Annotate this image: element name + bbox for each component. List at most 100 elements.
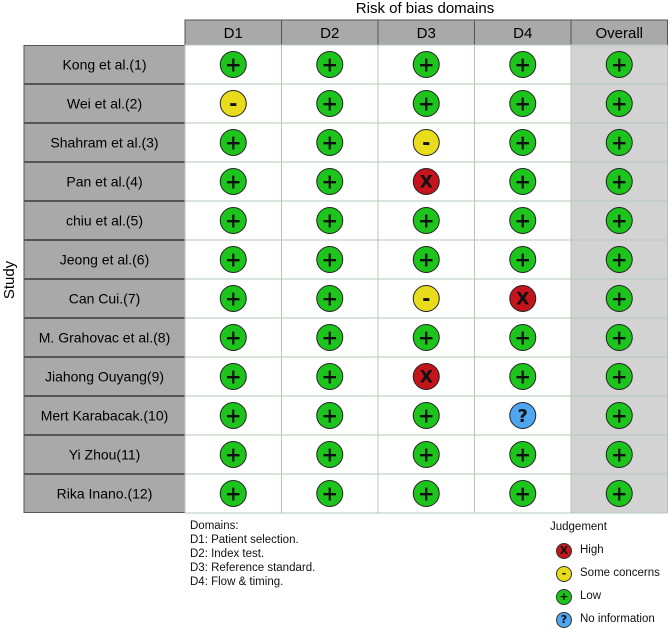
column-header-cell (474, 19, 572, 46)
judgement-symbol: + (418, 404, 435, 428)
some-concerns-icon: - (556, 566, 572, 582)
low-judgement-icon (605, 90, 633, 117)
study-label: Kong et al.(1) (62, 57, 146, 73)
judgement-symbol: - (422, 131, 430, 155)
y-axis-label: Study (1, 260, 18, 299)
some-concerns-judgement-icon (219, 90, 247, 117)
low-judgement-icon (412, 324, 440, 351)
judgement-symbol: + (321, 287, 338, 311)
judgement-symbol: + (418, 443, 435, 467)
judgement-symbol: + (611, 482, 628, 506)
low-judgement-icon (219, 285, 247, 312)
judgement-symbol: + (611, 404, 628, 428)
judgement-symbol: + (514, 92, 531, 116)
low-judgement-icon (509, 168, 537, 195)
study-label: Can Cui.(7) (69, 291, 141, 307)
judgement-symbol: + (321, 53, 338, 77)
no-information-judgement-icon (509, 402, 537, 429)
domains-legend-title: Domains: (190, 520, 239, 532)
judgement-symbol: + (514, 53, 531, 77)
study-label: Yi Zhou(11) (69, 447, 141, 463)
column-header-overall: Overall (595, 25, 643, 42)
low-judgement-icon (412, 402, 440, 429)
low-judgement-icon (605, 363, 633, 390)
judgement-symbol: + (321, 131, 338, 155)
judgement-symbol: + (321, 209, 338, 233)
judgement-symbol: - (422, 287, 430, 311)
column-header-cell (570, 19, 668, 46)
study-label-cell (23, 435, 186, 474)
judgement-symbol: + (321, 365, 338, 389)
judgement-symbol: X (516, 290, 529, 310)
low-judgement-icon (412, 207, 440, 234)
judgement-symbol: + (611, 209, 628, 233)
low-judgement-icon (605, 51, 633, 78)
low-judgement-icon (316, 207, 344, 234)
study-label-cell (23, 123, 186, 162)
study-label: chiu et al.(5) (66, 213, 143, 229)
high-judgement-icon (509, 285, 537, 312)
grid: D1 D2 D3 D4 Overall Kong et al.(1) + + + + + Wei et… (23, 19, 668, 514)
judgement-symbol: + (225, 209, 242, 233)
judgement-symbol: + (514, 209, 531, 233)
study-label: M. Grahovac et al.(8) (39, 330, 171, 346)
low-judgement-icon (316, 402, 344, 429)
judgement-symbol: + (225, 53, 242, 77)
judgement-legend-item-high: X High (556, 543, 668, 561)
low-judgement-icon (605, 246, 633, 273)
low-judgement-icon (219, 402, 247, 429)
low-judgement-icon (412, 51, 440, 78)
low-judgement-icon (316, 441, 344, 468)
judgement-symbol: + (321, 92, 338, 116)
low-judgement-icon (219, 441, 247, 468)
low-judgement-icon (219, 51, 247, 78)
study-label-cell (23, 45, 186, 84)
study-label-cell (23, 396, 186, 435)
low-judgement-icon (509, 324, 537, 351)
domains-legend: Domains: D1: Patient selection. D2: Inde… (190, 519, 315, 589)
low-judgement-icon (219, 246, 247, 273)
low-judgement-icon (316, 285, 344, 312)
judgement-symbol: + (611, 443, 628, 467)
judgement-symbol: + (321, 326, 338, 350)
study-label: Mert Karabacak.(10) (41, 408, 169, 424)
low-judgement-icon (509, 246, 537, 273)
low-judgement-icon (509, 441, 537, 468)
judgement-symbol: + (225, 131, 242, 155)
study-label: Wei et al.(2) (67, 96, 142, 112)
judgement-legend-label: Low (580, 590, 602, 602)
study-label-cell (23, 240, 186, 279)
low-judgement-icon (219, 168, 247, 195)
judgement-symbol: + (514, 443, 531, 467)
judgement-legend-label: No information (580, 613, 655, 625)
study-label: Rika Inano.(12) (57, 486, 153, 502)
judgement-symbol: + (321, 404, 338, 428)
low-judgement-icon (605, 285, 633, 312)
some-concerns-judgement-icon (412, 285, 440, 312)
low-judgement-icon (605, 441, 633, 468)
judgement-symbol: + (418, 248, 435, 272)
low-judgement-icon (316, 90, 344, 117)
low-judgement-icon (316, 51, 344, 78)
judgement-symbol: + (418, 482, 435, 506)
judgement-symbol: X (420, 368, 433, 388)
low-judgement-icon (509, 480, 537, 507)
column-header-d3: D3 (417, 25, 436, 42)
low-judgement-icon (219, 129, 247, 156)
chart-title: Risk of bias domains (356, 0, 494, 17)
judgement-legend-title: Judgement (550, 521, 607, 533)
judgement-symbol: + (611, 365, 628, 389)
study-label-cell (23, 201, 186, 240)
domains-legend-item-d4: D4: Flow & timing. (190, 576, 284, 588)
judgement-symbol: + (611, 92, 628, 116)
low-judgement-icon (316, 324, 344, 351)
low-judgement-icon (509, 90, 537, 117)
judgement-symbol: - (229, 92, 237, 116)
low-judgement-icon (412, 480, 440, 507)
low-judgement-icon (605, 129, 633, 156)
low-judgement-icon (316, 363, 344, 390)
judgement-symbol: + (225, 404, 242, 428)
low-judgement-icon (605, 207, 633, 234)
judgement-symbol: + (225, 170, 242, 194)
